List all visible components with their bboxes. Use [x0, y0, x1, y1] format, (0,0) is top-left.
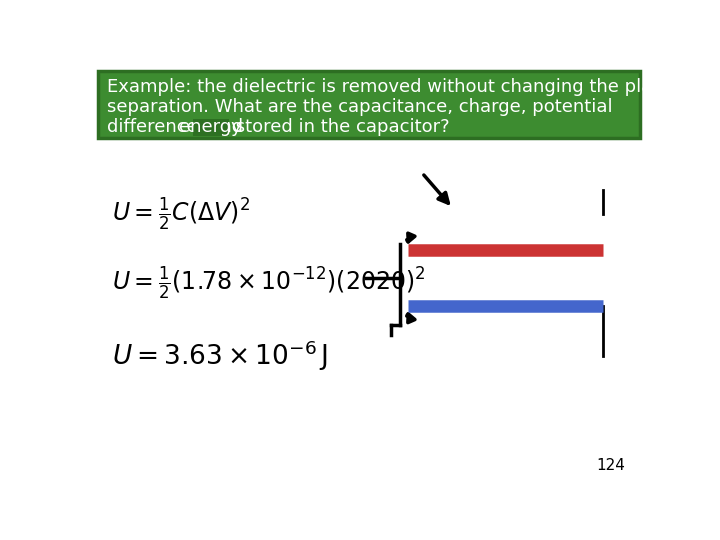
Text: stored in the capacitor?: stored in the capacitor? — [230, 118, 450, 136]
Text: energy: energy — [179, 118, 242, 136]
Text: separation. What are the capacitance, charge, potential: separation. What are the capacitance, ch… — [107, 98, 613, 116]
FancyBboxPatch shape — [193, 119, 229, 136]
Text: 124: 124 — [597, 458, 626, 473]
Text: $U = \frac{1}{2}C(\Delta V)^{2}$: $U = \frac{1}{2}C(\Delta V)^{2}$ — [112, 196, 251, 233]
Text: Example: the dielectric is removed without changing the plate: Example: the dielectric is removed witho… — [107, 78, 670, 96]
Text: $U = 3.63\times10^{-6}\,\mathrm{J}$: $U = 3.63\times10^{-6}\,\mathrm{J}$ — [112, 339, 328, 373]
Text: $U = \frac{1}{2}(1.78\times10^{-12})(2020)^{2}$: $U = \frac{1}{2}(1.78\times10^{-12})(202… — [112, 265, 426, 302]
FancyBboxPatch shape — [98, 71, 640, 138]
Text: difference, and: difference, and — [107, 118, 248, 136]
